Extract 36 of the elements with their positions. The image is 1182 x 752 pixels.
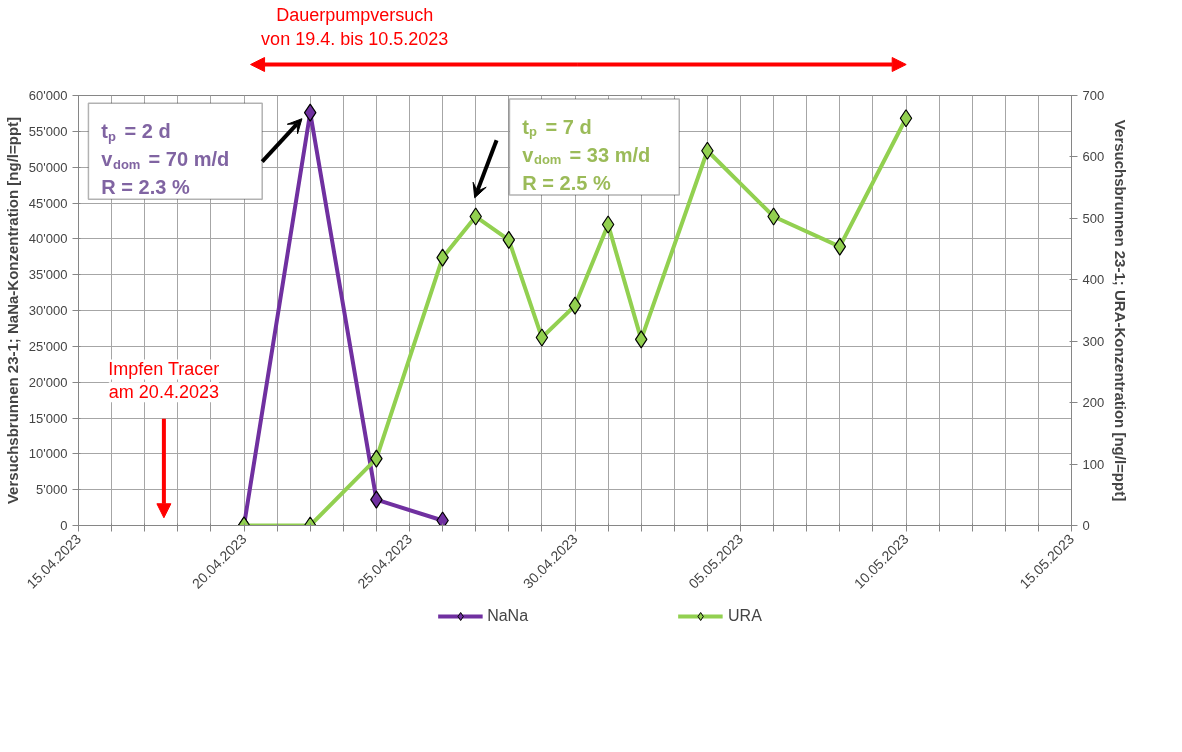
point [436, 511, 449, 526]
y2-tick-label: 400 [1082, 272, 1105, 288]
y-tick-label: 25'000 [28, 338, 68, 354]
y2-tick-label: 300 [1082, 333, 1105, 349]
y-tick-label: 0 [60, 518, 68, 533]
y-tick-label: 10'000 [28, 446, 68, 462]
point [568, 296, 582, 315]
text: Dauerpumpversuch von 19.4. bis 10.5.2023 [261, 4, 449, 49]
y-tick-label: 55'000 [28, 123, 68, 139]
y-tick-label: 15'000 [28, 410, 68, 426]
legend-label: URA [728, 607, 762, 625]
point [601, 215, 615, 234]
point [899, 109, 913, 128]
y-tick-label: 30'000 [28, 303, 68, 318]
y2-tick-label: 100 [1082, 456, 1105, 472]
point [303, 103, 317, 122]
y-tick-label: 35'000 [28, 267, 68, 283]
point [634, 330, 648, 349]
legend-label: NaNa [487, 607, 529, 625]
annotation: Impfen Tracer am 20.4.2023 [108, 359, 220, 403]
y-tick-label: 50'000 [28, 159, 68, 175]
y2-tick-label: 500 [1082, 210, 1105, 226]
y-tick-label: 60'000 [28, 88, 68, 103]
y2-tick-label: 600 [1082, 149, 1105, 165]
y-tick-label: 45'000 [28, 195, 68, 211]
y2-tick-label: 700 [1082, 88, 1105, 103]
y2-axis-title: Versuchsbrunnen 23-1; URA-Konzentration [ng/l=ppt] [1112, 119, 1130, 502]
point [535, 328, 549, 347]
y-axis-title: Versuchsbrunnen 23-1; NaNa-Konzentration [ng/l=ppt] [3, 116, 21, 505]
y-tick-label: 40'000 [28, 231, 68, 247]
y2-tick-label: 0 [1082, 518, 1090, 533]
y-tick-label: 20'000 [28, 374, 68, 390]
y2-tick-label: 200 [1082, 395, 1105, 411]
point [833, 237, 847, 256]
point [502, 230, 516, 249]
y-tick-label: 5'000 [36, 482, 68, 498]
